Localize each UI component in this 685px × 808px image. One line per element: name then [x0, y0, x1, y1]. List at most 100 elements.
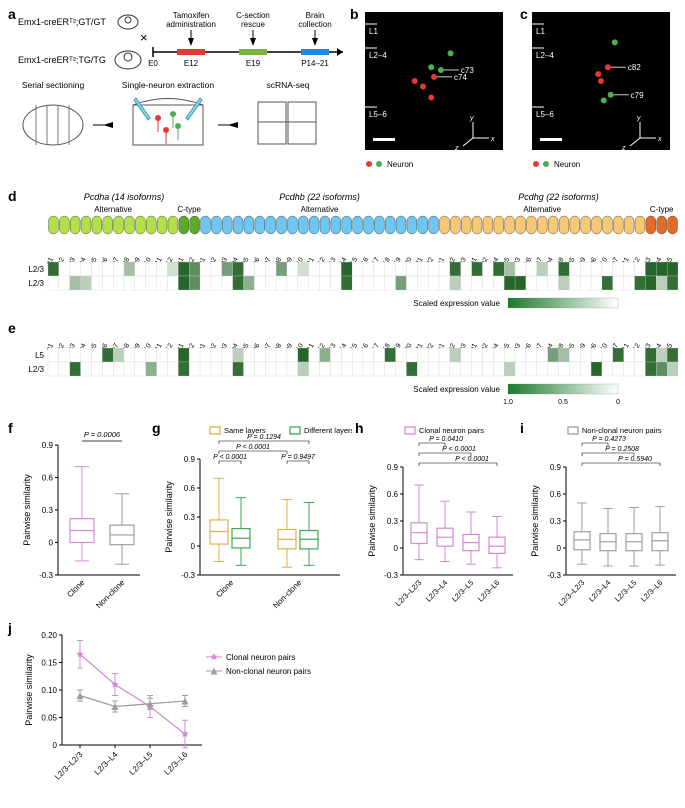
neuron-dot [448, 50, 454, 56]
svg-text:z: z [621, 145, 626, 152]
svg-text:0.5: 0.5 [558, 399, 568, 406]
svg-text:L1: L1 [536, 27, 545, 36]
svg-text:P < 0.0001: P < 0.0001 [455, 456, 489, 463]
svg-text:z: z [454, 145, 459, 152]
svg-text:scRNA-seq: scRNA-seq [267, 80, 310, 90]
svg-text:L2–4: L2–4 [536, 51, 554, 60]
svg-text:L2/3–L6: L2/3–L6 [163, 750, 190, 777]
svg-text:1.0: 1.0 [503, 399, 513, 406]
svg-text:c74: c74 [454, 73, 467, 82]
neuron-dot [598, 78, 604, 84]
svg-text:L1: L1 [369, 27, 378, 36]
svg-text:P < 0.0001: P < 0.0001 [236, 444, 270, 451]
svg-text:y: y [636, 115, 641, 122]
svg-text:×: × [140, 30, 148, 45]
label-f: f [8, 420, 13, 436]
label-i: i [520, 420, 524, 436]
svg-text:L2/3–L4: L2/3–L4 [587, 578, 613, 604]
pcdh-genes: Pcdha (14 isoforms) Alternative C-type Pcdh… [20, 192, 680, 312]
svg-text:0.05: 0.05 [41, 714, 57, 723]
svg-text:C-section: C-section [236, 11, 270, 20]
svg-text:rescue: rescue [241, 20, 266, 29]
svg-text:Non-clone: Non-clone [94, 578, 127, 611]
svg-text:L2/3–L2/3: L2/3–L2/3 [393, 578, 423, 608]
svg-text:Non-clone: Non-clone [271, 578, 304, 611]
svg-text:c79: c79 [631, 91, 644, 100]
svg-text:Alternative: Alternative [301, 205, 339, 214]
label-b: b [350, 6, 359, 22]
svg-text:L2/3: L2/3 [28, 365, 44, 374]
neuron-dot [612, 39, 618, 45]
label-h: h [355, 420, 364, 436]
neuron-dot [428, 95, 434, 101]
label-a: a [8, 6, 16, 22]
svg-text:P < 0.0001: P < 0.0001 [442, 446, 476, 453]
neuron-dot [420, 84, 426, 90]
label-j: j [8, 620, 12, 636]
svg-text:Pairwise similarity: Pairwise similarity [367, 485, 377, 557]
svg-text:L2/3–L5: L2/3–L5 [128, 750, 155, 777]
neuron-dot [438, 67, 444, 73]
svg-text:0: 0 [191, 542, 196, 551]
label-d: d [8, 188, 17, 204]
panel-c: L1L2–4L5–6c82c79xyzClone 14Neuron [532, 12, 682, 178]
svg-text:0.9: 0.9 [42, 441, 54, 450]
svg-text:L2/3–L6: L2/3–L6 [639, 578, 665, 604]
svg-text:Neuron: Neuron [387, 160, 413, 169]
svg-text:C-type: C-type [650, 205, 674, 214]
svg-text:c82: c82 [628, 63, 641, 72]
svg-text:Non-clonal neuron pairs: Non-clonal neuron pairs [226, 667, 311, 676]
svg-text:L2/3–L6: L2/3–L6 [476, 578, 502, 604]
svg-text:0.6: 0.6 [550, 490, 562, 499]
svg-text:E19: E19 [246, 59, 261, 68]
svg-text:P = 0.5940: P = 0.5940 [618, 456, 652, 463]
mouse2-label: Emx1-creERᵀ²;TG/TG [18, 55, 106, 65]
svg-text:Scaled expression value: Scaled expression value [413, 299, 500, 308]
svg-text:Single-neuron extraction: Single-neuron extraction [122, 80, 214, 90]
svg-text:0.9: 0.9 [387, 463, 399, 472]
svg-text:P = 0.0410: P = 0.0410 [429, 436, 463, 443]
label-g: g [152, 420, 161, 436]
svg-text:x: x [490, 136, 495, 143]
svg-text:P = 0.1294: P = 0.1294 [247, 434, 281, 441]
svg-text:C-type: C-type [177, 205, 201, 214]
svg-text:0.6: 0.6 [387, 490, 399, 499]
svg-text:Pairwise similarity: Pairwise similarity [24, 654, 34, 726]
svg-text:L5–6: L5–6 [369, 110, 387, 119]
svg-text:0.3: 0.3 [387, 517, 399, 526]
svg-text:P14–21: P14–21 [301, 59, 329, 68]
svg-text:administration: administration [166, 20, 216, 29]
svg-text:Pcdhb (22 isoforms): Pcdhb (22 isoforms) [279, 192, 360, 202]
svg-text:L2/3: L2/3 [28, 279, 44, 288]
svg-text:-0.3: -0.3 [547, 571, 561, 580]
svg-text:E0: E0 [148, 59, 158, 68]
svg-text:L2–4: L2–4 [369, 51, 387, 60]
panel-a: × Emx1-creERᵀ²;GT/GT Emx1-creERᵀ²;TG/TG … [18, 10, 348, 185]
svg-text:Alternative: Alternative [94, 205, 132, 214]
svg-text:0: 0 [616, 399, 620, 406]
panel-f: -0.300.30.60.9Pairwise similarityCloneNo… [20, 425, 150, 620]
svg-text:L2/3–L2/3: L2/3–L2/3 [556, 578, 586, 608]
svg-text:Non-clonal neuron pairs: Non-clonal neuron pairs [582, 426, 662, 435]
svg-text:L2/3–L5: L2/3–L5 [450, 578, 476, 604]
svg-text:P < 0.0001: P < 0.0001 [213, 454, 247, 461]
svg-text:0.3: 0.3 [42, 506, 54, 515]
svg-text:0.9: 0.9 [550, 463, 562, 472]
svg-text:-0.3: -0.3 [181, 571, 195, 580]
svg-text:P = 0.2508: P = 0.2508 [605, 446, 639, 453]
svg-text:Clone: Clone [214, 578, 236, 600]
svg-text:0.9: 0.9 [184, 455, 196, 464]
neuron-dot [608, 92, 614, 98]
svg-text:Tamoxifen: Tamoxifen [173, 11, 209, 20]
svg-text:Pairwise similarity: Pairwise similarity [164, 481, 174, 553]
svg-text:0.6: 0.6 [184, 484, 196, 493]
svg-text:Different layers: Different layers [304, 426, 352, 435]
svg-text:Alternative: Alternative [523, 205, 561, 214]
panel-i: Non-clonal neuron pairs-0.300.30.60.9Pai… [528, 425, 683, 625]
panel-e-heat: a1a2a3a4a5a6a7a8a9a10a11a12ac1ac2b1b2b3b… [20, 320, 680, 410]
svg-text:0.10: 0.10 [41, 686, 57, 695]
svg-text:0.15: 0.15 [41, 659, 57, 668]
neuron-dot [431, 74, 437, 80]
svg-text:Pcdha (14 isoforms): Pcdha (14 isoforms) [84, 192, 165, 202]
svg-text:L2/3–L4: L2/3–L4 [424, 578, 450, 604]
